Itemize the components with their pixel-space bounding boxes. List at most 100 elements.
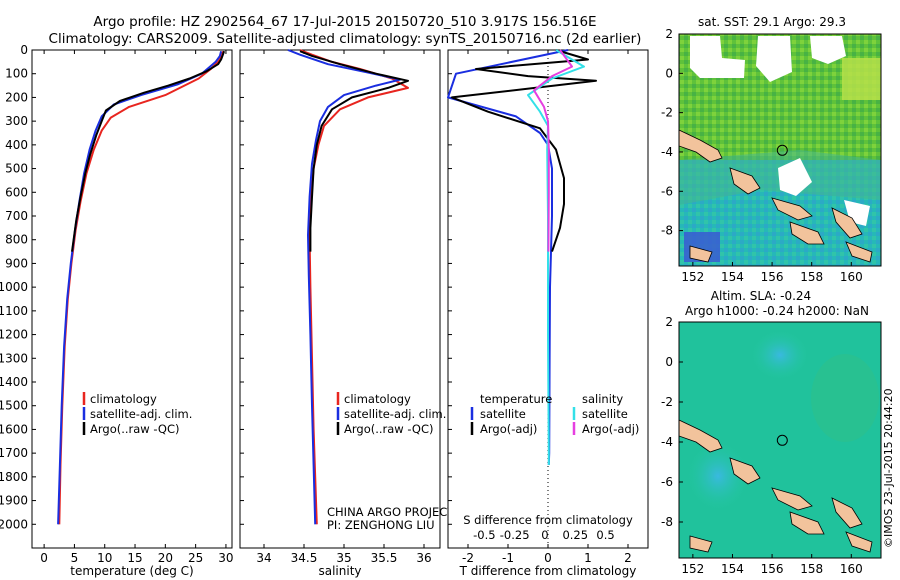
sla-high-anomaly: [811, 354, 879, 442]
sla-map-frame: [678, 321, 882, 559]
temperature-legend: climatology satellite-adj. clim. Argo(..…: [82, 392, 192, 436]
sst-lat-tick-labels: 2 0 -2 -4 -6 -8: [661, 27, 683, 238]
sla-low-anomaly: [750, 329, 810, 381]
sst-cloud-gap: [778, 158, 812, 196]
x-tick-label: 15: [127, 551, 142, 565]
salinity-legend: climatology satellite-adj. clim. Argo(..…: [336, 392, 446, 436]
sst-lon-tick-labels: 152 154 156 158 160: [681, 262, 863, 284]
y-tick-label: 500: [5, 162, 28, 176]
project-annotation: CHINA ARGO PROJECT: [327, 505, 455, 519]
x-tick-label: 36: [416, 551, 431, 565]
y-tick-label: 0: [20, 43, 28, 57]
land-png-east: [689, 535, 713, 553]
lon-tick-label: 152: [681, 562, 704, 576]
land-bougainville: [729, 167, 761, 195]
legend-header-salinity: salinity: [582, 392, 623, 406]
sla-lat-tick-labels: 2 0 -2 -4 -6 -8: [661, 315, 683, 529]
y-tick-label: 1500: [0, 399, 28, 413]
lon-tick-label: 160: [840, 270, 863, 284]
lat-tick-label: -2: [661, 395, 673, 409]
y-tick-label: 300: [5, 114, 28, 128]
salinity-tick-labels: 34 34.5 35 35.5 36: [256, 50, 432, 565]
lat-tick-label: 0: [665, 355, 673, 369]
lat-tick-label: 2: [665, 315, 673, 329]
y-tick-label: 2000: [0, 517, 28, 531]
legend-label-t-satellite: satellite: [480, 407, 526, 421]
x-tick-label: -1: [502, 551, 514, 565]
lat-tick-label: -2: [661, 106, 673, 120]
legend-label-s-satellite: satellite: [582, 407, 628, 421]
sla-land: [678, 419, 873, 553]
land-bougainville: [729, 457, 761, 485]
land-new-georgia: [789, 221, 825, 245]
lat-tick-label: -6: [661, 475, 673, 489]
s-difference-label: S difference from climatology: [463, 513, 633, 527]
figure-title-2: Climatology: CARS2009. Satellite-adjuste…: [49, 31, 642, 47]
temperature-xlabel: temperature (deg C): [70, 564, 193, 578]
temperature-tick-labels: 0 5 10 15 20 25 30: [40, 50, 234, 565]
pi-annotation: PI: ZENGHONG LIU: [327, 518, 435, 532]
profile-line-temperature-argo-adj-: [451, 49, 597, 252]
lat-tick-label: -4: [661, 435, 673, 449]
x2-tick-label: 0.25: [562, 528, 588, 542]
sla-lon-tick-labels: 152 154 156 158 160: [681, 554, 863, 576]
x-tick-label: 0: [40, 551, 48, 565]
legend-header-temperature: temperature: [480, 392, 552, 406]
x-tick-label: 35: [336, 551, 351, 565]
lat-tick-label: 2: [665, 27, 673, 41]
temperature-panel: 0100200300400500600700800900100011001200…: [0, 43, 234, 578]
y-tick-label: 1700: [0, 446, 28, 460]
land-santa-isabel: [831, 497, 863, 529]
y-tick-label: 700: [5, 209, 28, 223]
y-tick-label: 1200: [0, 328, 28, 342]
sla-map-title: Altim. SLA: -0.24: [711, 289, 811, 303]
x2-tick-label: 0: [541, 528, 548, 542]
lat-tick-label: -8: [661, 224, 673, 238]
sst-land: [678, 129, 873, 263]
y-tick-label: 400: [5, 138, 28, 152]
profile-line-satellite-adj-clim-: [287, 49, 401, 525]
lon-tick-label: 160: [840, 562, 863, 576]
sla-map-subtitle: Argo h1000: -0.24 h2000: NaN: [685, 304, 869, 318]
land-new-georgia: [789, 511, 825, 535]
legend-label-s-argo: Argo(-adj): [582, 422, 639, 436]
y-tick-label: 800: [5, 233, 28, 247]
x2-tick-label: -0.5: [473, 528, 495, 542]
sst-cloud-gap: [756, 36, 792, 82]
legend-label-satellite: satellite-adj. clim.: [90, 407, 192, 421]
x-tick-label: 34.5: [291, 551, 318, 565]
profile-line-argo-raw-qc-: [299, 50, 409, 252]
t-difference-label: T difference from climatology: [459, 564, 637, 578]
lat-tick-label: 0: [665, 66, 673, 80]
temperature-profiles: [57, 50, 226, 525]
y-tick-label: 1300: [0, 351, 28, 365]
salinity-xlabel: salinity: [318, 564, 361, 578]
difference-panel: -2 -1 0 1 2 -0.5 -0.25 0 0.25 0.5 S difference f…: [447, 49, 649, 578]
timestamp: ©IMOS 23-Jul-2015 20:44:20: [882, 388, 895, 548]
profile-line-salinity-argo-adj-: [533, 49, 573, 252]
depth-tick-labels: 0 100 200 300 400 500 600 700 800 900 1000 1100 1200…: [0, 43, 36, 531]
land-png-east: [689, 245, 713, 263]
salinity-axes: [239, 49, 441, 549]
lon-tick-label: 156: [761, 562, 784, 576]
salinity-profiles: [240, 49, 409, 525]
land-choiseul: [771, 487, 813, 511]
land-guadalcanal: [845, 241, 873, 263]
x-tick-label: 2: [624, 551, 632, 565]
y-tick-label: 600: [5, 185, 28, 199]
lat-tick-label: -6: [661, 184, 673, 198]
x-tick-label: 30: [218, 551, 233, 565]
salinity-panel: 34 34.5 35 35.5 36 salinity climatology sate…: [239, 49, 455, 578]
s-difference-tick-labels: -0.5 -0.25 0 0.25 0.5: [473, 528, 615, 542]
y-tick-label: 1600: [0, 422, 28, 436]
lon-tick-label: 152: [681, 270, 704, 284]
argo-position-marker: [776, 144, 788, 156]
x-tick-label: 20: [158, 551, 173, 565]
y-tick-label: 1900: [0, 494, 28, 508]
land-guadalcanal: [845, 531, 873, 553]
x-tick-label: -2: [462, 551, 474, 565]
lat-tick-label: -8: [661, 515, 673, 529]
figure-title-1: Argo profile: HZ 2902564_67 17-Jul-2015 …: [93, 14, 596, 30]
lon-tick-label: 158: [800, 562, 823, 576]
